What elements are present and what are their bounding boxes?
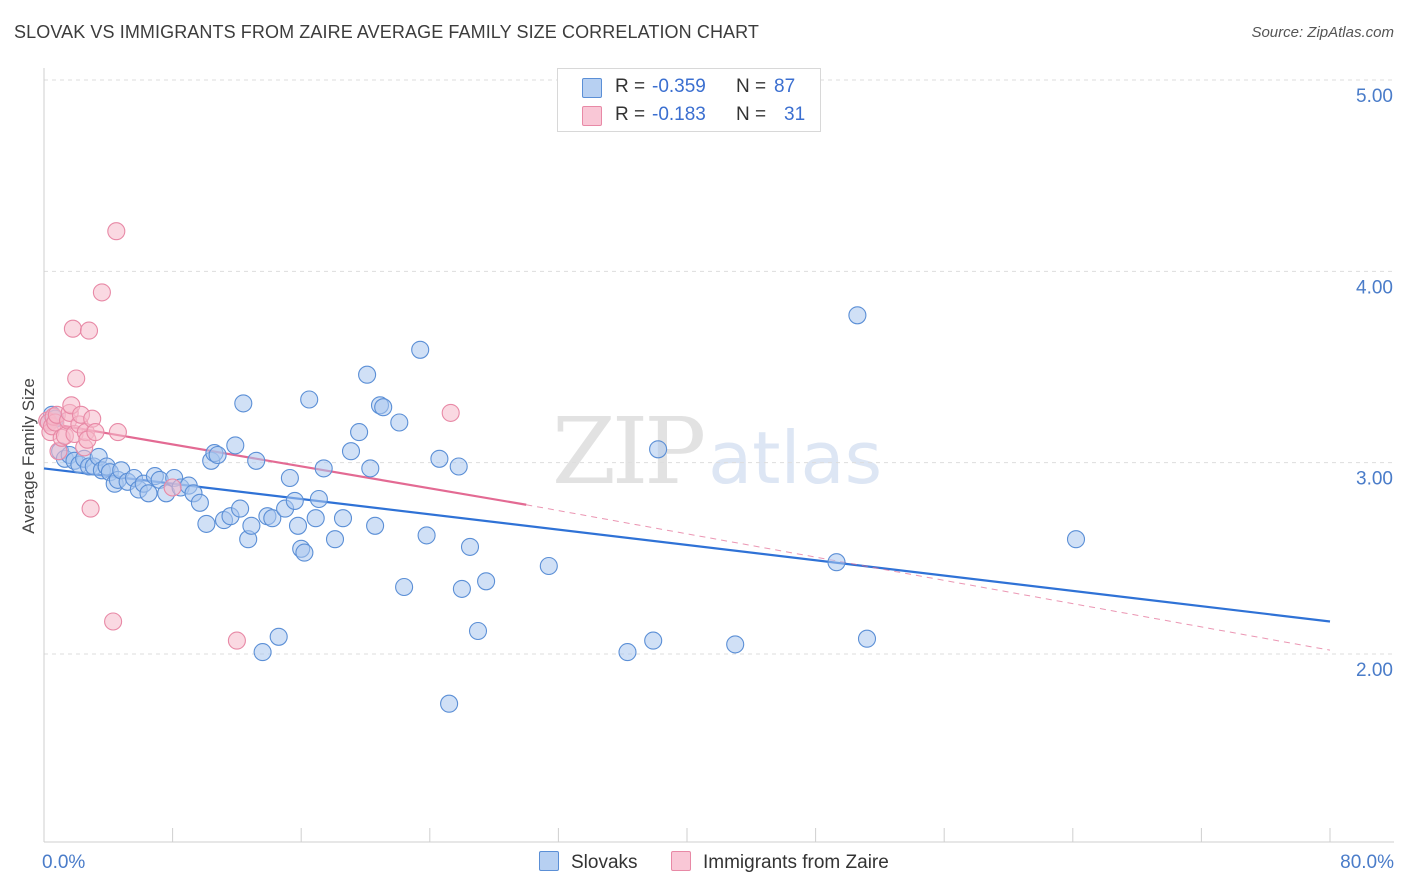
legend-r-value: -0.183 — [652, 104, 706, 125]
slovak-point — [269, 627, 288, 646]
zaire-point — [86, 423, 105, 442]
axis-layer: 2.00 3.00 4.00 5.00 — [43, 68, 1394, 843]
slovak-point — [341, 442, 361, 461]
legend-swatch-blue — [539, 851, 559, 871]
stats-legend: R = -0.359 N = 87 R = -0.183 N = 31 — [557, 68, 821, 132]
slovak-point — [139, 484, 158, 503]
legend-n-value: 87 — [774, 76, 796, 97]
zaire-point — [227, 631, 246, 650]
slovak-point — [263, 509, 282, 528]
slovak-point — [468, 621, 488, 641]
slovak-point — [280, 468, 299, 488]
y-tick-label: 4.00 — [1356, 277, 1393, 298]
slovak-point — [295, 543, 314, 562]
x-tick-label-max: 80.0% — [1340, 852, 1394, 873]
slovak-point — [644, 631, 663, 650]
legend-swatch-pink — [671, 851, 691, 871]
slovak-point — [306, 509, 325, 528]
zaire-point — [63, 319, 82, 338]
y-axis-label: Average Family Size — [19, 378, 38, 534]
slovak-point — [366, 516, 385, 535]
trend-layer — [43, 421, 1331, 651]
slovak-point — [253, 643, 272, 662]
slovak-point — [848, 306, 867, 325]
legend-n-label: N = — [736, 76, 767, 97]
legend-r-label: R = — [615, 104, 646, 125]
slovak-point — [231, 499, 250, 518]
y-tick-label: 5.00 — [1356, 86, 1393, 107]
slovak-point — [452, 579, 471, 598]
watermark: ZIPatlas — [552, 398, 882, 505]
slovak-point — [358, 365, 377, 384]
zaire-point — [163, 478, 182, 497]
legend-n-label: N = — [736, 104, 767, 125]
slovak-point — [374, 398, 393, 417]
slovak-point — [190, 493, 209, 512]
slovak-trend-line — [43, 467, 1331, 623]
slovak-point — [350, 423, 369, 442]
slovak-point — [361, 459, 380, 478]
slovak-point — [440, 694, 459, 713]
slovak-point — [430, 449, 449, 468]
slovak-point — [477, 572, 496, 591]
slovak-point — [417, 526, 436, 545]
slovak-point — [1066, 530, 1086, 549]
slovak-point — [333, 509, 353, 528]
slovak-point — [390, 413, 409, 432]
legend-label-zaire: Immigrants from Zaire — [703, 852, 889, 873]
slovak-point — [411, 340, 430, 359]
slovak-point — [234, 394, 253, 413]
slovak-point — [226, 436, 245, 455]
chart-title: SLOVAK VS IMMIGRANTS FROM ZAIRE AVERAGE … — [14, 22, 760, 42]
slovak-point — [827, 553, 846, 572]
slovak-point — [247, 451, 266, 470]
zaire-point — [108, 423, 127, 442]
x-tick-label-min: 0.0% — [42, 852, 86, 873]
slovak-point — [208, 445, 227, 465]
legend-r-value: -0.359 — [652, 76, 706, 97]
slovak-point — [314, 459, 333, 478]
slovak-point — [618, 643, 637, 662]
point-layer — [38, 222, 1086, 713]
legend-item-zaire: Immigrants from Zaire — [671, 851, 889, 874]
zaire-point — [67, 369, 86, 388]
slovak-point — [300, 390, 319, 409]
slovak-point — [242, 516, 261, 535]
legend-r-label: R = — [615, 76, 646, 97]
slovak-point — [449, 457, 468, 476]
zaire-point — [81, 499, 100, 518]
legend-label-slovaks: Slovaks — [571, 852, 638, 873]
slovak-point — [857, 629, 877, 648]
zaire-point — [92, 283, 111, 302]
zaire-point — [104, 612, 123, 631]
slovak-point — [726, 635, 745, 654]
zaire-point — [79, 321, 99, 340]
zaire-point — [441, 403, 460, 422]
slovak-point — [539, 556, 558, 576]
source-credit: Source: ZipAtlas.com — [1251, 24, 1394, 41]
y-tick-label: 2.00 — [1356, 660, 1393, 681]
slovak-point — [649, 440, 668, 459]
slovak-point — [285, 491, 304, 510]
legend-item-slovaks: Slovaks — [539, 851, 638, 874]
slovak-point — [460, 537, 480, 556]
y-tick-label: 3.00 — [1356, 469, 1393, 490]
legend-swatch-blue — [582, 78, 602, 98]
grid-layer — [44, 79, 1394, 655]
legend-swatch-pink — [582, 106, 602, 126]
slovak-point — [309, 489, 328, 509]
slovak-point — [325, 530, 345, 549]
watermark-zip: ZIP — [552, 398, 706, 505]
zaire-point — [107, 222, 126, 241]
slovak-point — [288, 516, 308, 535]
zaire-trend-extension — [526, 504, 1331, 651]
legend-n-value: 31 — [784, 104, 806, 125]
slovak-point — [197, 514, 216, 533]
slovak-point — [395, 577, 414, 597]
watermark-atlas: atlas — [708, 416, 883, 500]
